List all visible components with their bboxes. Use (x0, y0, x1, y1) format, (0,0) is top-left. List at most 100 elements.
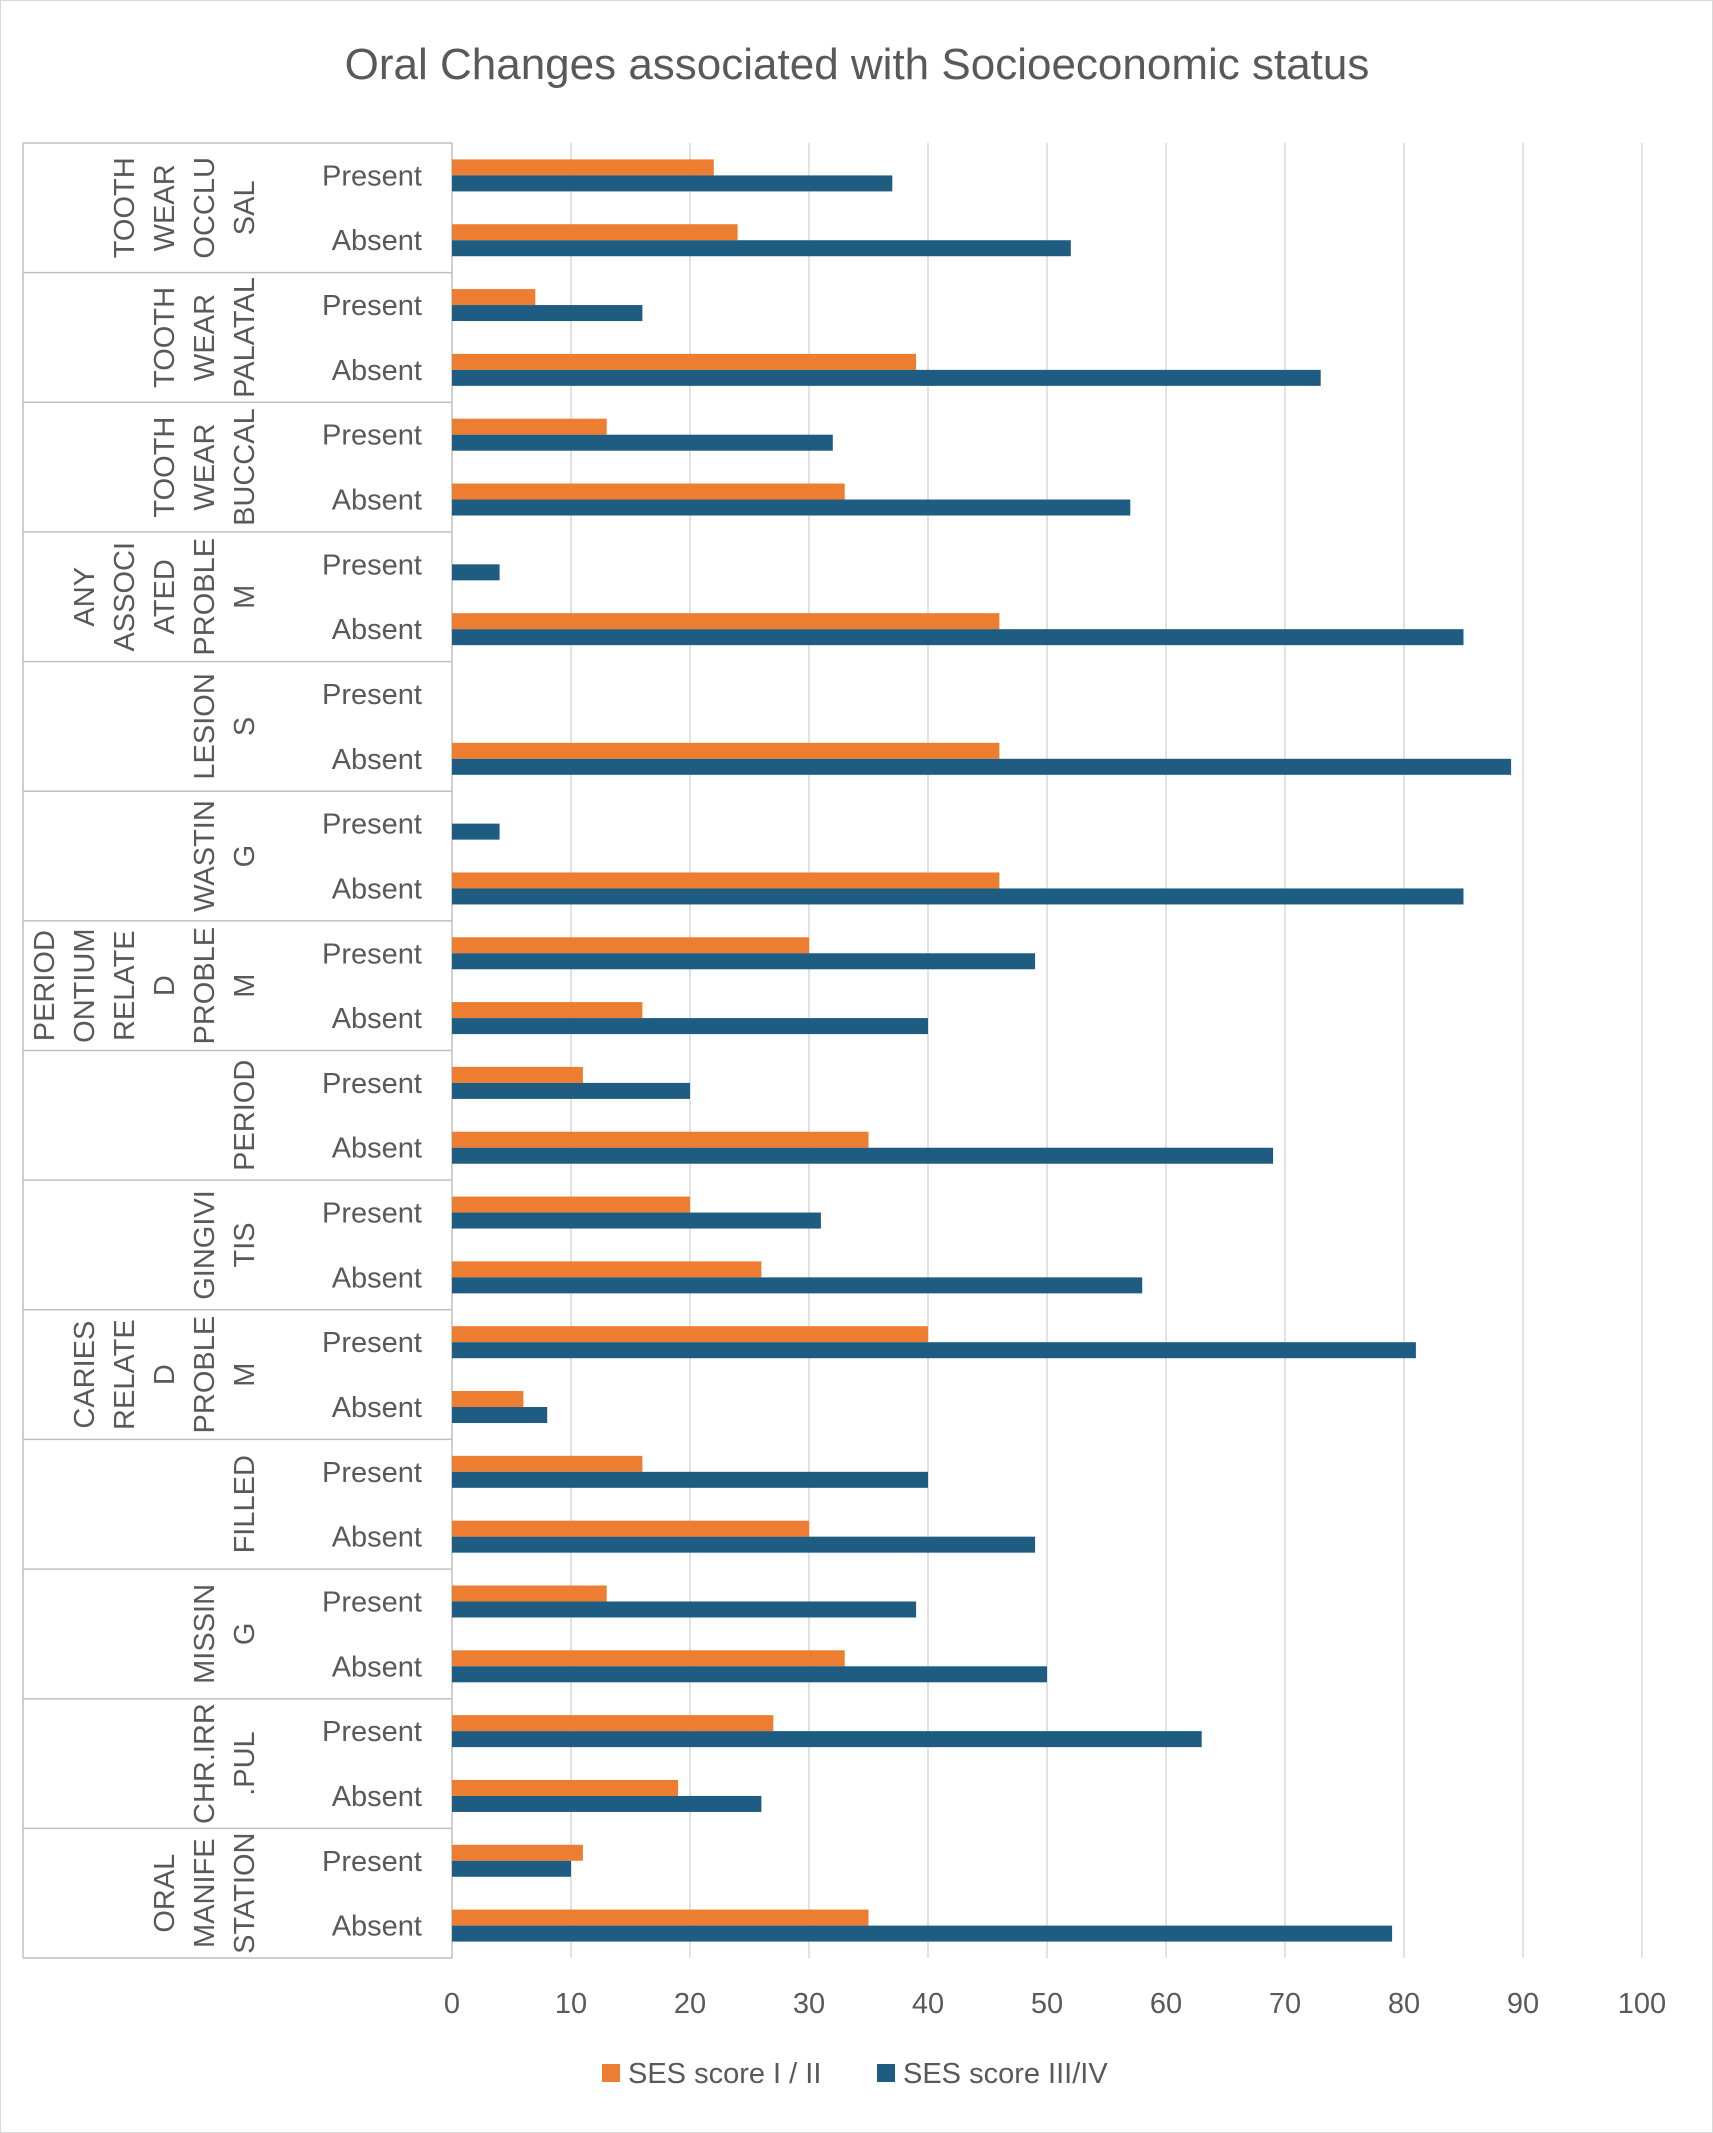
legend-label-series-2: SES score III/IV (903, 2058, 1108, 2090)
bar-series-1 (452, 1455, 643, 1472)
bar-series-1 (452, 418, 607, 435)
category-label-present: Present (322, 938, 422, 970)
bar-series-2 (452, 434, 833, 451)
group-label-line: D (149, 1364, 181, 1385)
category-label-present: Present (322, 1846, 422, 1878)
category-label-present: Present (322, 420, 422, 452)
x-tick-label: 90 (1507, 1988, 1539, 2020)
bar-series-1 (452, 1715, 774, 1732)
bar-series-2 (452, 1342, 1416, 1359)
bar-series-1 (452, 872, 1000, 889)
group-label-line: BUCCAL (229, 408, 261, 526)
x-axis-ticks: 0 10 20 30 40 50 60 70 80 90 100 (444, 1988, 1666, 2020)
group-label-line: WEAR (149, 164, 181, 251)
bar-series-2 (452, 1666, 1047, 1683)
group-label-line: WEAR (189, 424, 221, 511)
chart-title: Oral Changes associated with Socioeconom… (345, 40, 1370, 89)
category-label-absent: Absent (332, 1392, 422, 1424)
bar-series-2 (452, 823, 500, 840)
category-label-present: Present (322, 290, 422, 322)
x-tick-label: 80 (1388, 1988, 1420, 2020)
category-label-absent: Absent (332, 1003, 422, 1035)
bar-series-2 (452, 1407, 548, 1424)
group-label-line: STATION (229, 1832, 261, 1953)
group-label-line: PROBLE (189, 927, 221, 1045)
group-label-line: ATED (149, 559, 181, 634)
x-tick-label: 0 (444, 1988, 460, 2020)
group-label-line: ANY (69, 567, 101, 627)
x-tick-label: 30 (793, 1988, 825, 2020)
x-tick-label: 50 (1031, 1988, 1063, 2020)
bar-series-1 (452, 1585, 607, 1602)
group-label-line: RELATE (109, 1319, 141, 1430)
bar-series-2 (452, 1212, 821, 1229)
group-label-line: G (229, 1623, 261, 1646)
category-label-absent: Absent (332, 225, 422, 257)
bar-series-2 (452, 1731, 1202, 1748)
bar-series-2 (452, 369, 1321, 386)
group-label-line: .PUL (229, 1731, 261, 1795)
group-label-line: MANIFE (189, 1838, 221, 1948)
bar-series-2 (452, 1925, 1393, 1942)
bar-series-1 (452, 613, 1000, 630)
group-label-line: TIS (229, 1222, 261, 1267)
category-label-present: Present (322, 1457, 422, 1489)
group-label-line: WEAR (189, 294, 221, 381)
bar-series-2 (452, 629, 1464, 646)
category-label-absent: Absent (332, 873, 422, 905)
bar-series-1 (452, 1779, 679, 1796)
bar-series-1 (452, 1844, 583, 1861)
bar-series-2 (452, 1860, 571, 1877)
bar-series-1 (452, 224, 738, 241)
bar-series-2 (452, 564, 500, 581)
bar-series-1 (452, 1326, 928, 1343)
group-label-line: PERIOD (29, 930, 61, 1041)
category-label-present: Present (322, 1716, 422, 1748)
bar-series-1 (452, 1196, 690, 1213)
group-label-line: PROBLE (189, 1316, 221, 1434)
x-tick-label: 60 (1150, 1988, 1182, 2020)
group-label-line: ASSOCI (109, 542, 141, 652)
bar-series-2 (452, 1536, 1036, 1553)
bar-series-1 (452, 1909, 869, 1926)
group-label-line: D (149, 975, 181, 996)
bar-series-2 (452, 1147, 1274, 1164)
bar-series-2 (452, 1082, 690, 1099)
category-label-present: Present (322, 1327, 422, 1359)
group-label-line: TOOTH (149, 417, 181, 518)
category-label-absent: Absent (332, 1262, 422, 1294)
bar-series-1 (452, 289, 536, 306)
category-label-present: Present (322, 809, 422, 841)
group-label-line: PERIOD (229, 1060, 261, 1171)
group-label-line: M (229, 974, 261, 998)
x-tick-label: 10 (555, 1988, 587, 2020)
bar-series-1 (452, 1391, 524, 1408)
legend-swatch-series-1 (602, 2064, 620, 2082)
bar-series-2 (452, 888, 1464, 905)
group-label-line: RELATE (109, 930, 141, 1041)
group-label-line: PROBLE (189, 538, 221, 656)
group-label-line: ORAL (149, 1854, 181, 1933)
bar-series-1 (452, 1066, 583, 1083)
group-label-line: CARIES (69, 1321, 101, 1429)
group-label-line: WASTIN (189, 800, 221, 912)
bar-series-1 (452, 159, 714, 176)
bar-series-2 (452, 953, 1036, 970)
group-label-line: FILLED (229, 1455, 261, 1553)
group-label-line: M (229, 1363, 261, 1387)
group-label-line: ONTIUM (69, 928, 101, 1042)
group-label-line: GINGIVI (189, 1190, 221, 1300)
bar-series-1 (452, 1261, 762, 1278)
category-label-present: Present (322, 1068, 422, 1100)
category-label-present: Present (322, 679, 422, 711)
group-label-line: TOOTH (109, 157, 141, 258)
bars (452, 159, 1512, 1942)
group-label-line: CHR.IRR (189, 1703, 221, 1824)
category-label-present: Present (322, 160, 422, 192)
gridlines (570, 143, 1643, 1958)
x-tick-label: 20 (674, 1988, 706, 2020)
bar-series-2 (452, 240, 1071, 257)
category-label-absent: Absent (332, 614, 422, 646)
